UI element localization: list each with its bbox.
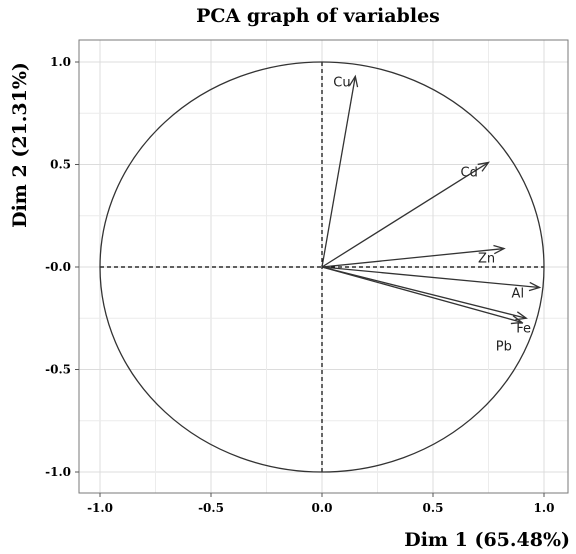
y-tick-label: -0.0 xyxy=(45,260,71,274)
variable-arrow-fe: Fe xyxy=(321,266,531,336)
variable-label: Al xyxy=(512,287,525,302)
arrow-shaft xyxy=(321,247,505,268)
arrow-head xyxy=(510,315,524,325)
correlation-circle xyxy=(99,61,545,473)
variable-arrow-pb: Pb xyxy=(321,266,524,354)
x-tick-label: -1.0 xyxy=(87,501,113,515)
y-tick-label: -1.0 xyxy=(45,465,71,479)
x-axis-title: Dim 1 (65.48%) xyxy=(404,529,570,551)
arrow-head xyxy=(477,161,490,172)
variable-arrow-zn: Zn xyxy=(321,244,506,268)
y-axis: 1.0 0.5 -0.0 -0.5 -1.0 xyxy=(45,55,79,479)
variable-arrow-al: Al xyxy=(321,266,542,302)
arrow-shaft xyxy=(321,76,356,268)
chart-title: PCA graph of variables xyxy=(196,5,440,27)
x-tick-label: 0.5 xyxy=(423,501,444,515)
variable-label: Zn xyxy=(478,252,495,267)
arrow-shaft xyxy=(321,266,522,323)
variable-arrow-cd: Cd xyxy=(321,161,490,268)
variable-label: Cd xyxy=(461,165,478,180)
arrow-head xyxy=(348,74,359,88)
arrow-head xyxy=(528,281,542,292)
y-axis-title: Dim 2 (21.31%) xyxy=(9,62,31,228)
variable-label: Cu xyxy=(333,75,350,90)
y-tick-label: 0.5 xyxy=(50,158,71,172)
variable-label: Fe xyxy=(516,321,531,336)
y-tick-label: -0.5 xyxy=(45,363,71,377)
arrow-shaft xyxy=(321,266,527,319)
x-axis: -1.0 -0.5 0.0 0.5 1.0 xyxy=(87,493,554,515)
variable-label: Pb xyxy=(496,339,512,354)
variable-arrow-cu: Cu xyxy=(321,74,359,268)
x-tick-label: -0.5 xyxy=(198,501,224,515)
y-tick-label: 1.0 xyxy=(50,55,71,69)
plot-area: Cu Cd Zn Al Fe Pb xyxy=(78,39,569,494)
arrow-head xyxy=(515,311,528,321)
x-tick-label: 0.0 xyxy=(312,501,333,515)
x-tick-label: 1.0 xyxy=(534,501,555,515)
arrow-shaft xyxy=(321,266,540,289)
arrow-head xyxy=(493,244,506,255)
arrow-shaft xyxy=(321,161,489,268)
variable-arrows: Cu Cd Zn Al Fe Pb xyxy=(321,74,542,354)
